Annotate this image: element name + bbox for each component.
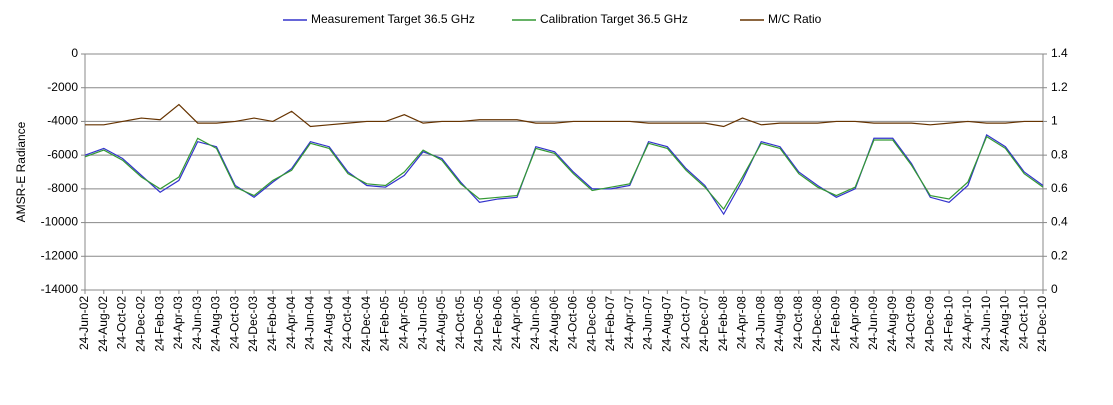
y-tick-label: -10000 [41,215,79,229]
x-tick-label: 24-Apr-08 [735,296,749,350]
x-tick-label: 24-Oct-10 [1016,296,1030,350]
x-tick-label: 24-Aug-09 [885,296,899,352]
x-tick-label: 24-Jun-09 [866,296,880,350]
series-line [84,135,1044,211]
x-tick-label: 24-Apr-10 [960,296,974,350]
x-tick-label: 24-Feb-03 [152,296,166,352]
series-line [85,103,1043,128]
x-tick-label: 24-Feb-09 [829,296,843,352]
y2-tick-label: 0.6 [1051,181,1068,195]
legend-label: Calibration Target 36.5 GHz [540,12,688,26]
x-tick-label: 24-Apr-06 [509,296,523,350]
x-tick-label: 24-Dec-04 [359,296,373,352]
x-tick-label: 24-Oct-07 [678,296,692,350]
x-tick-label: 24-Oct-03 [227,296,241,350]
x-tick-label: 24-Feb-10 [941,296,955,352]
legend-label: Measurement Target 36.5 GHz [311,12,475,26]
x-tick-label: 24-Feb-06 [490,296,504,352]
x-tick-label: 24-Apr-04 [284,296,298,350]
y-tick-label: -6000 [47,147,78,161]
x-tick-label: 24-Dec-09 [922,296,936,352]
x-tick-label: 24-Aug-07 [659,296,673,352]
x-tick-label: 24-Aug-03 [209,296,223,352]
x-tick-label: 24-Dec-05 [472,296,486,352]
x-tick-label: 24-Feb-04 [265,296,279,352]
x-tick-label: 24-Dec-03 [246,296,260,352]
y2-tick-label: 1.2 [1051,80,1068,94]
x-tick-label: 24-Aug-08 [772,296,786,352]
x-tick-label: 24-Oct-09 [904,296,918,350]
y-tick-label: -4000 [47,114,78,128]
y-tick-label: -8000 [47,181,78,195]
x-tick-label: 24-Apr-03 [171,296,185,350]
x-tick-label: 24-Dec-08 [810,296,824,352]
y2-tick-label: 0.8 [1051,147,1068,161]
x-tick-label: 24-Jun-07 [641,296,655,350]
x-tick-label: 24-Apr-05 [397,296,411,350]
x-tick-label: 24-Aug-05 [434,296,448,352]
y2-tick-label: 0.4 [1051,215,1068,229]
x-tick-label: 24-Jun-02 [77,296,91,350]
y2-tick-label: 0 [1051,282,1058,296]
x-tick-label: 24-Aug-10 [998,296,1012,352]
x-tick-label: 24-Aug-06 [547,296,561,352]
x-tick-label: 24-Jun-03 [190,296,204,350]
x-tick-label: 24-Oct-04 [340,296,354,350]
y-tick-label: -12000 [41,248,79,262]
x-tick-label: 24-Apr-09 [847,296,861,350]
x-tick-label: 24-Feb-05 [378,296,392,352]
x-tick-label: 24-Dec-02 [134,296,148,352]
x-tick-label: 24-Oct-08 [791,296,805,350]
y2-tick-label: 0.2 [1051,248,1068,262]
x-tick-label: 24-Aug-02 [96,296,110,352]
x-tick-label: 24-Oct-05 [453,296,467,350]
x-tick-label: 24-Oct-06 [566,296,580,350]
y-tick-label: 0 [71,46,78,60]
x-tick-label: 24-Jun-05 [415,296,429,350]
x-tick-label: 24-Jun-10 [979,296,993,350]
y2-tick-label: 1 [1051,114,1058,128]
x-tick-label: 24-Oct-02 [115,296,129,350]
x-tick-label: 24-Jun-08 [753,296,767,350]
y-axis-label: AMSR-E Radiance [14,121,28,222]
x-tick-label: 24-Dec-07 [697,296,711,352]
legend-label: M/C Ratio [768,12,822,26]
y-tick-label: -2000 [47,80,78,94]
y-tick-label: -14000 [41,282,79,296]
x-tick-label: 24-Apr-07 [622,296,636,350]
x-tick-label: 24-Jun-06 [528,296,542,350]
x-tick-label: 24-Feb-07 [603,296,617,352]
x-tick-label: 24-Aug-04 [321,296,335,352]
y2-tick-label: 1.4 [1051,46,1068,60]
x-tick-label: 24-Jun-04 [303,296,317,350]
x-tick-label: 24-Feb-08 [716,296,730,352]
x-tick-label: 24-Dec-06 [584,296,598,352]
x-tick-label: 24-Dec-10 [1035,296,1049,352]
